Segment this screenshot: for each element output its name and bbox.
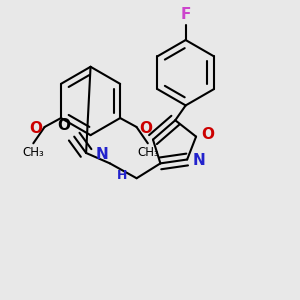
Text: N: N	[96, 148, 108, 163]
Text: O: O	[58, 118, 70, 133]
Text: F: F	[181, 7, 191, 22]
Text: O: O	[201, 127, 214, 142]
Text: CH₃: CH₃	[137, 146, 159, 159]
Text: O: O	[139, 121, 152, 136]
Text: CH₃: CH₃	[22, 146, 44, 159]
Text: O: O	[29, 121, 42, 136]
Text: N: N	[193, 154, 205, 169]
Text: H: H	[116, 169, 127, 182]
